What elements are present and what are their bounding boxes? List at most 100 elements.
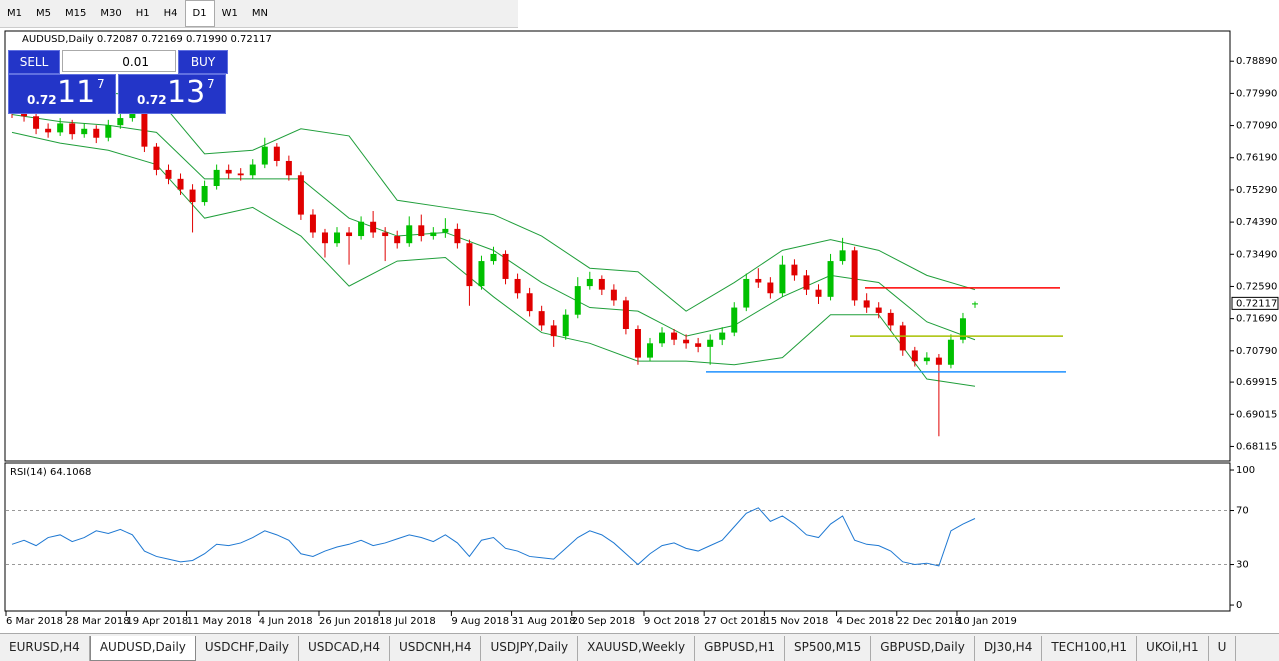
candle-body	[225, 169, 232, 174]
x-tick-label: 11 May 2018	[187, 616, 252, 627]
candle-body	[646, 343, 653, 358]
candle-body	[815, 289, 822, 297]
candle-body	[442, 228, 449, 233]
candle-body	[309, 214, 316, 233]
candle-body	[490, 253, 497, 262]
candle-body	[538, 311, 545, 326]
symbol-tab[interactable]: GBPUSD,Daily	[871, 636, 975, 661]
chart-title: AUDUSD,Daily 0.72087 0.72169 0.71990 0.7…	[22, 34, 272, 45]
price-small: 7	[97, 77, 105, 91]
candle-body	[839, 250, 846, 262]
candle-body	[81, 128, 88, 135]
candle-body	[466, 243, 473, 287]
candle-body	[695, 343, 702, 347]
candle-body	[177, 178, 184, 190]
candle-body	[755, 278, 762, 283]
symbol-tab[interactable]: USDJPY,Daily	[481, 636, 579, 661]
candle-body	[21, 112, 28, 117]
timeframe-button[interactable]: H1	[135, 8, 150, 19]
candle-body	[526, 293, 533, 312]
candle-body	[478, 261, 485, 287]
candle-body	[105, 125, 112, 138]
symbol-tab[interactable]: TECH100,H1	[1042, 636, 1138, 661]
x-tick-label: 20 Sep 2018	[572, 616, 635, 627]
candle-body	[731, 307, 738, 333]
symbol-tabs: EURUSD,H4 AUDUSD,Daily USDCHF,Daily USDCAD,…	[0, 633, 1279, 661]
y-tick-label: 0.70790	[1236, 346, 1277, 357]
candle-body	[972, 303, 978, 305]
rsi-tick-label: 30	[1236, 560, 1249, 571]
chart: AUDUSD,Daily 0.72087 0.72169 0.71990 0.7…	[4, 30, 1279, 627]
candle-body	[321, 232, 328, 244]
symbol-tab[interactable]: EURUSD,H4	[0, 636, 90, 661]
timeframe-toolbar: M1 M5 M15 M30 H1 H4 D1 W1 MN	[0, 0, 518, 28]
y-tick-label: 0.73490	[1236, 249, 1277, 260]
candle-body	[382, 232, 389, 237]
symbol-tab[interactable]: UKOil,H1	[1137, 636, 1209, 661]
symbol-tab[interactable]: AUDUSD,Daily	[89, 636, 196, 661]
symbol-tab[interactable]: USDCAD,H4	[299, 636, 390, 661]
y-tick-label: 0.77990	[1236, 88, 1277, 99]
candle-body	[562, 314, 569, 337]
candle-body	[899, 325, 906, 351]
bollinger-upper	[11, 92, 976, 312]
candle-body	[791, 264, 798, 276]
symbol-tab[interactable]: USDCHF,Daily	[196, 636, 300, 661]
candle-body	[719, 332, 726, 340]
candle-body	[634, 329, 641, 358]
candle-body	[683, 339, 690, 344]
candle-body	[406, 225, 413, 244]
y-tick-label: 0.69015	[1236, 409, 1277, 420]
candle-body	[418, 225, 425, 237]
symbol-tab[interactable]: XAUUSD,Weekly	[578, 636, 696, 661]
candle-body	[237, 173, 244, 176]
symbol-tab[interactable]: SP500,M15	[785, 636, 872, 661]
candle-body	[153, 146, 160, 170]
price-big: 13	[167, 75, 206, 110]
symbol-tab[interactable]: GBPUSD,H1	[695, 636, 786, 661]
x-tick-label: 10 Jan 2019	[957, 616, 1017, 627]
candle-body	[574, 286, 581, 315]
candle-body	[779, 264, 786, 294]
timeframe-button[interactable]: M15	[65, 8, 87, 19]
candle-body	[767, 282, 774, 294]
candle-body	[189, 189, 196, 203]
candle-body	[875, 307, 882, 313]
timeframe-button[interactable]: M5	[36, 8, 51, 19]
buy-button[interactable]: BUY	[178, 50, 228, 74]
candle-body	[213, 169, 220, 186]
symbol-tab[interactable]: DJ30,H4	[975, 636, 1043, 661]
rsi-tick-label: 0	[1236, 600, 1242, 611]
symbol-tab[interactable]: U	[1209, 636, 1237, 661]
symbol-tab[interactable]: USDCNH,H4	[390, 636, 482, 661]
timeframe-button[interactable]: D1	[184, 0, 215, 27]
rsi-frame	[4, 462, 1231, 612]
y-tick-label: 0.72590	[1236, 281, 1277, 292]
trade-panel: SELL 0.01 BUY 0.72 11 7 0.72 13 7	[8, 50, 228, 115]
timeframe-button[interactable]: H4	[163, 8, 178, 19]
candle-body	[743, 278, 750, 308]
buy-price[interactable]: 0.72 13 7	[118, 74, 226, 114]
candle-body	[502, 253, 509, 279]
x-tick-label: 4 Dec 2018	[837, 616, 895, 627]
candle-body	[117, 118, 124, 126]
sell-price[interactable]: 0.72 11 7	[8, 74, 116, 114]
candle-body	[346, 232, 353, 237]
candle-body	[887, 312, 894, 326]
last-price-box	[1231, 296, 1279, 310]
timeframe-button[interactable]: W1	[221, 8, 238, 19]
timeframe-button[interactable]: MN	[251, 8, 268, 19]
x-tick-label: 28 Mar 2018	[66, 616, 129, 627]
lot-input[interactable]: 0.01	[62, 50, 176, 72]
timeframe-button[interactable]: M30	[100, 8, 122, 19]
y-tick-label: 0.68115	[1236, 441, 1277, 452]
y-tick-label: 0.76190	[1236, 153, 1277, 164]
candle-body	[959, 318, 966, 340]
candle-body	[33, 116, 40, 129]
x-tick-label: 18 Jul 2018	[379, 616, 436, 627]
price-prefix: 0.72	[137, 93, 167, 107]
rsi-line	[11, 507, 976, 567]
sell-button[interactable]: SELL	[8, 50, 60, 74]
candle-body	[141, 107, 148, 147]
timeframe-button[interactable]: M1	[7, 8, 22, 19]
